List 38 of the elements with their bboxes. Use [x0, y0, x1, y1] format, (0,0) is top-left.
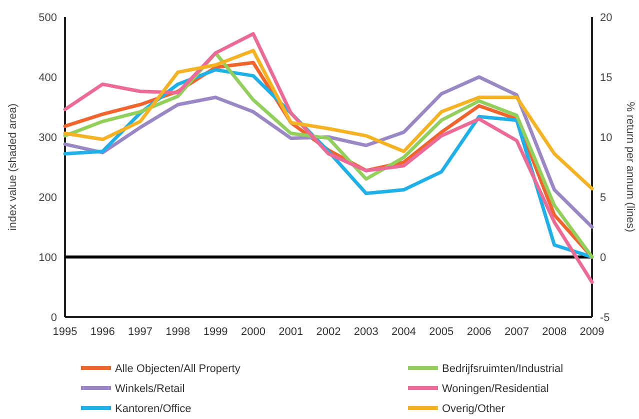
y2-tick-label: 5 [600, 192, 606, 204]
x-tick-label: 2009 [580, 326, 604, 338]
y-tick-label: 0 [50, 312, 57, 324]
x-tick-label: 1998 [166, 326, 190, 338]
x-tick-label: 2002 [316, 326, 341, 338]
y-axis-title: index value (shaded area) [7, 103, 19, 231]
x-tick-label: 2008 [542, 326, 567, 338]
x-tick-label: 1999 [203, 326, 228, 338]
y-tick-label: 300 [38, 132, 57, 144]
line-series [63, 75, 594, 229]
y2-tick-label: 10 [600, 132, 612, 144]
y2-tick-label: -5 [600, 312, 610, 324]
x-tick-label: 1996 [90, 326, 115, 338]
legend-label: Woningen/Residential [442, 382, 549, 395]
y2-tick-label: 15 [600, 72, 612, 84]
x-tick-label: 2000 [240, 326, 266, 338]
y2-axis-title: % return per annum (lines) [624, 102, 636, 232]
x-tick-label: 2001 [278, 326, 304, 338]
x-tick-label: 2004 [392, 326, 416, 338]
x-tick-label: 2003 [354, 326, 378, 338]
y-tick-label: 100 [38, 252, 57, 264]
x-tick-label: 2005 [429, 326, 454, 338]
line-series [63, 48, 594, 190]
x-tick-label: 2006 [466, 326, 492, 338]
legend-label: Overig/Other [442, 402, 506, 415]
y2-tick-label: 20 [600, 12, 612, 24]
x-tick-label: 2007 [504, 326, 529, 338]
y-tick-label: 400 [38, 72, 57, 84]
legend-label: Winkels/Retail [115, 382, 185, 395]
y-tick-label: 200 [38, 192, 57, 204]
legend-label: Bedrijfsruimten/Industrial [442, 362, 564, 375]
y-tick-label: 500 [38, 12, 57, 24]
line-series [63, 32, 594, 284]
legend-label: Kantoren/Office [115, 402, 192, 415]
x-tick-label: 1997 [128, 326, 153, 338]
legend-label: Alle Objecten/All Property [115, 362, 241, 375]
y2-tick-label: 0 [600, 252, 606, 264]
x-tick-label: 1995 [52, 326, 78, 338]
